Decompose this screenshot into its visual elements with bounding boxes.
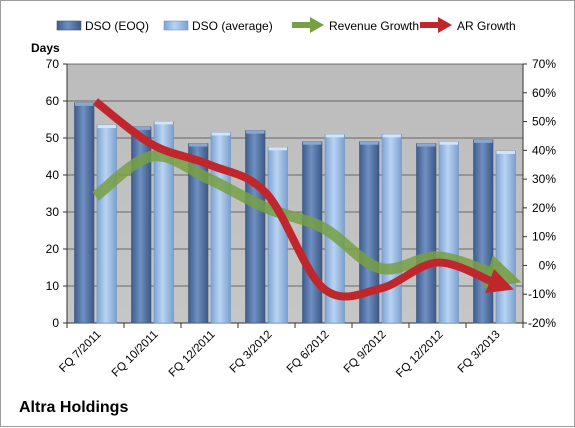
y-axis-title: Days [31, 41, 60, 55]
bar-dso-eoq-cap [189, 144, 208, 147]
bar-dso-average-cap [383, 134, 402, 137]
y-tick-label: 0 [52, 316, 59, 330]
x-tick-label: FQ 3/2012 [228, 329, 275, 376]
y2-tick-label: 20% [532, 201, 556, 215]
legend-revenue-growth-swatch-head [310, 17, 324, 33]
bar-dso-average-cap [440, 142, 459, 145]
y-tick-label: 70 [46, 57, 60, 71]
bar-dso-average-cap [98, 125, 117, 128]
x-tick-label: FQ 3/2013 [456, 329, 503, 376]
x-tick-label: FQ 12/2012 [394, 329, 445, 380]
y-tick-label: 30 [46, 205, 60, 219]
bar-dso-average [211, 132, 231, 323]
y2-tick-label: 70% [532, 57, 556, 71]
bar-dso-eoq-cap [474, 140, 493, 143]
bar-dso-average-cap [155, 121, 174, 124]
legend-dso-eoq-label: DSO (EOQ) [85, 19, 149, 33]
y2-tick-label: -10% [528, 287, 556, 301]
legend-dso-average-label: DSO (average) [192, 19, 273, 33]
bar-dso-average-cap [212, 132, 231, 135]
y-tick-label: 50 [46, 131, 60, 145]
bar-dso-eoq-cap [303, 142, 322, 145]
bar-dso-eoq-cap [75, 103, 94, 106]
bar-dso-eoq-cap [360, 142, 379, 145]
bar-dso-average-cap [326, 134, 345, 137]
legend-dso-average-swatch [164, 21, 188, 30]
bar-dso-average [382, 134, 402, 323]
y-tick-label: 20 [46, 242, 60, 256]
y-tick-label: 60 [46, 94, 60, 108]
x-tick-label: FQ 9/2012 [342, 329, 389, 376]
bar-dso-eoq-cap [246, 131, 265, 134]
bar-dso-eoq [75, 103, 95, 323]
bar-dso-average-cap [497, 151, 516, 154]
legend-dso-eoq-swatch [57, 21, 81, 30]
x-tick-label: FQ 7/2011 [57, 329, 103, 375]
y2-tick-label: 10% [532, 230, 556, 244]
bar-dso-average [268, 147, 288, 323]
y2-tick-label: 50% [532, 115, 556, 129]
x-tick-label: FQ 12/2011 [167, 329, 218, 380]
y-tick-label: 10 [46, 279, 60, 293]
y2-tick-label: 0% [539, 258, 557, 272]
bar-dso-average-cap [269, 147, 288, 150]
x-tick-label: FQ 6/2012 [285, 329, 332, 376]
bar-dso-average [439, 142, 459, 323]
y2-tick-label: 60% [532, 86, 556, 100]
y2-tick-label: 40% [532, 143, 556, 157]
legend-ar-growth-label: AR Growth [457, 19, 516, 33]
y2-tick-label: -20% [528, 316, 556, 330]
x-tick-label: FQ 10/2011 [110, 329, 161, 380]
bar-dso-eoq [417, 144, 437, 323]
legend-ar-growth-swatch-head [438, 17, 452, 33]
bar-dso-eoq-cap [417, 144, 436, 147]
bar-dso-eoq [303, 142, 323, 323]
y2-tick-label: 30% [532, 172, 556, 186]
bar-dso-average [496, 151, 516, 323]
bar-dso-eoq [246, 131, 266, 323]
company-title: Altra Holdings [19, 399, 128, 417]
bar-dso-average [97, 125, 117, 323]
bar-dso-eoq [474, 140, 494, 323]
legend-revenue-growth-label: Revenue Growth [329, 19, 419, 33]
y-tick-label: 40 [46, 168, 60, 182]
